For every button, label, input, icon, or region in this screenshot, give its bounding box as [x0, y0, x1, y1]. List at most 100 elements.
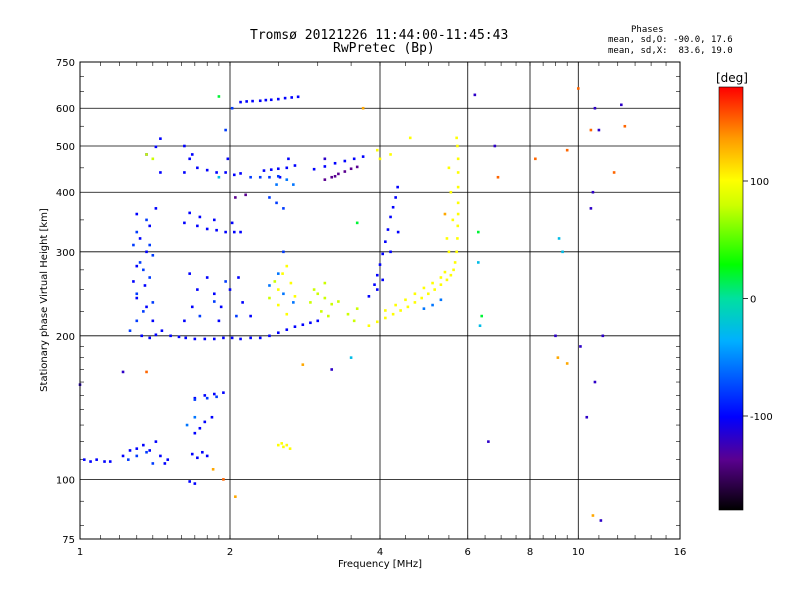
data-point: [290, 96, 294, 99]
data-point: [193, 415, 197, 419]
data-point: [565, 148, 569, 152]
data-point: [477, 230, 480, 234]
data-point: [188, 272, 191, 275]
data-point: [159, 137, 162, 140]
data-point: [89, 460, 92, 463]
data-point: [589, 128, 593, 132]
data-point: [239, 230, 242, 234]
data-point: [135, 292, 139, 296]
y-tick-labels: 75 100 200 300 400 500 600 750: [56, 58, 75, 546]
data-point: [282, 292, 285, 296]
data-point: [201, 450, 204, 454]
data-point: [138, 261, 142, 264]
data-point: [333, 174, 337, 178]
chart-subtitle: RwPretec (Bp): [333, 41, 435, 56]
data-point: [275, 201, 278, 205]
data-point: [205, 227, 209, 231]
data-point: [343, 170, 347, 173]
data-point: [378, 263, 382, 266]
data-point: [593, 106, 597, 110]
data-point: [226, 157, 230, 161]
data-point: [224, 230, 227, 234]
data-point: [296, 95, 300, 99]
data-point: [456, 157, 460, 161]
data-point: [217, 175, 221, 179]
data-point: [183, 319, 186, 323]
data-point: [212, 292, 216, 296]
data-point: [269, 98, 273, 102]
data-point: [166, 458, 170, 461]
colorbar: [718, 86, 744, 511]
data-point: [367, 295, 371, 298]
data-point: [276, 272, 280, 275]
data-point: [337, 172, 340, 176]
data-point: [151, 253, 155, 257]
data-point: [190, 153, 194, 156]
data-point: [285, 264, 289, 268]
colorbar-tick-label: 100: [750, 177, 769, 188]
data-point: [135, 230, 139, 234]
data-point: [579, 345, 582, 348]
y-tick-label: 100: [56, 475, 75, 486]
data-point: [597, 128, 601, 132]
data-point: [456, 201, 460, 205]
data-point: [203, 420, 207, 424]
data-point: [289, 281, 293, 285]
data-point: [95, 458, 98, 461]
data-point: [239, 337, 242, 341]
data-point: [184, 336, 188, 340]
data-point: [276, 443, 280, 447]
data-point: [493, 144, 497, 148]
data-point: [230, 221, 234, 225]
y-tick-label: 750: [56, 58, 75, 69]
data-point: [623, 124, 627, 128]
data-point: [451, 218, 455, 222]
data-point: [396, 230, 400, 234]
data-point: [443, 270, 447, 274]
data-point: [151, 301, 155, 304]
phase-line-x: mean, sd,X: 83.6, 19.0: [608, 46, 733, 56]
data-point: [215, 228, 218, 232]
data-point: [320, 310, 323, 313]
data-point: [239, 172, 242, 175]
data-point: [148, 243, 152, 247]
data-point: [456, 171, 460, 174]
data-point: [245, 100, 248, 103]
data-point: [135, 264, 139, 268]
data-point: [316, 292, 320, 296]
data-point: [237, 276, 240, 279]
y-tick-label: 400: [56, 188, 75, 199]
chart-title: Tromsø 20121226 11:44:00-11:45:43: [250, 28, 509, 43]
data-point: [276, 167, 280, 171]
data-point: [406, 305, 410, 309]
data-point: [375, 273, 379, 277]
data-point: [283, 96, 287, 100]
data-point: [103, 460, 106, 463]
colorbar-label: [deg]: [716, 71, 748, 85]
data-point: [159, 454, 162, 458]
data-point: [196, 288, 199, 291]
x-tick-label: 8: [527, 547, 533, 558]
data-point: [556, 356, 560, 359]
data-point: [264, 98, 268, 102]
data-point: [287, 157, 290, 161]
data-point: [268, 334, 271, 338]
data-point: [554, 334, 557, 338]
data-point: [323, 178, 327, 181]
data-point: [422, 286, 426, 290]
data-point: [142, 310, 145, 313]
data-point: [276, 331, 280, 335]
data-point: [593, 380, 597, 384]
data-point: [140, 334, 144, 338]
data-point: [381, 278, 384, 282]
data-point: [453, 261, 457, 264]
data-point: [193, 431, 197, 435]
data-point: [193, 482, 197, 485]
data-point: [142, 443, 145, 447]
data-point: [188, 480, 191, 483]
y-tick-label: 75: [62, 535, 75, 546]
data-point: [108, 460, 112, 463]
data-point: [343, 159, 347, 163]
data-point: [292, 301, 295, 304]
data-point: [232, 173, 236, 177]
